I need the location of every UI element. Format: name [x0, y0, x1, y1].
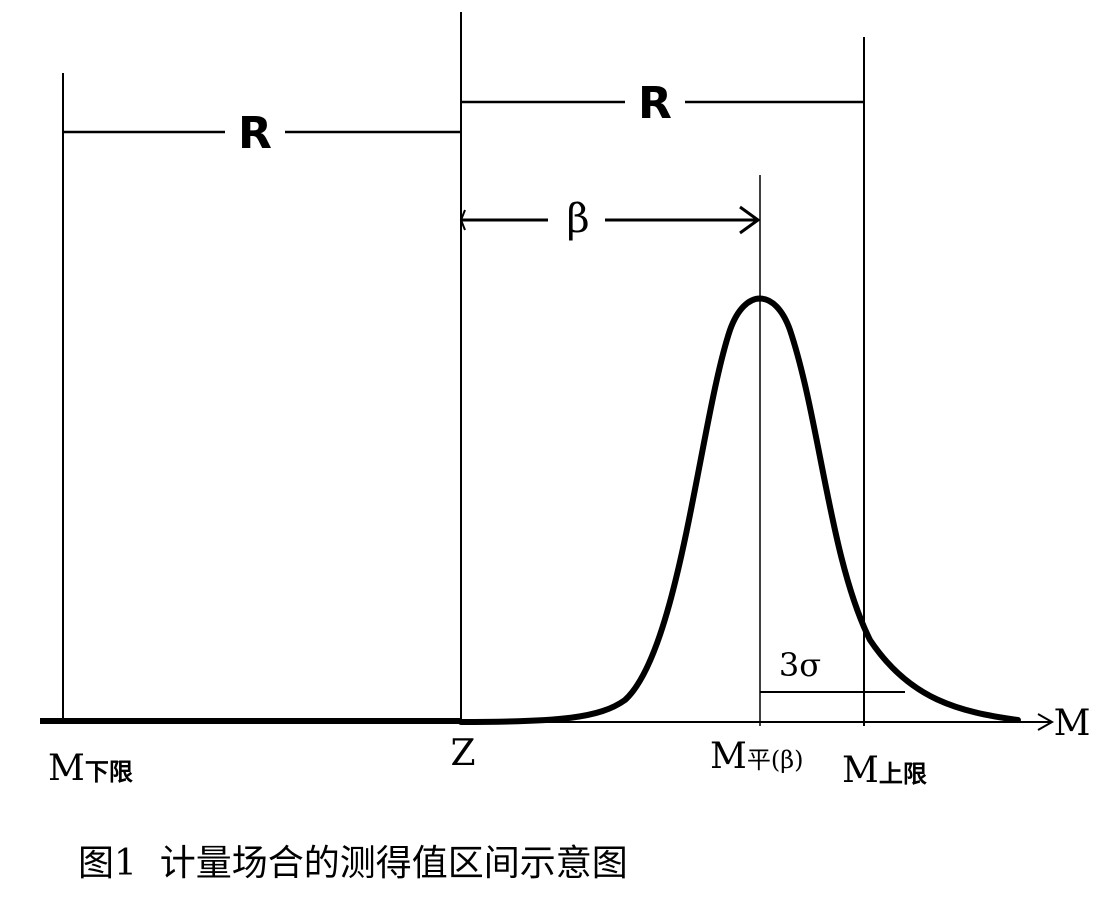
- z-label: Z: [450, 733, 475, 774]
- lines: [40, 12, 1055, 731]
- label-main: M: [48, 748, 85, 789]
- three-sigma-label: 3σ: [779, 646, 821, 684]
- lower-limit-label: M下限: [48, 748, 133, 789]
- beta-arrowhead: [739, 205, 761, 235]
- label-sub: 上限: [879, 760, 927, 788]
- axis-arrow: [1037, 713, 1055, 731]
- label-main: M: [710, 736, 747, 777]
- r-label: R: [238, 108, 272, 159]
- label-main: M: [842, 750, 879, 791]
- caption: 图1 计量场合的测得值区间示意图: [78, 843, 628, 884]
- mean-label: M平(β): [710, 736, 803, 777]
- r-label: R: [638, 78, 672, 129]
- label-sub: 下限: [85, 758, 133, 786]
- beta-label: β: [566, 196, 589, 242]
- distribution-curve: [458, 295, 1021, 725]
- axis-label: M: [1054, 703, 1091, 744]
- beta-arrow-tail: [459, 209, 466, 231]
- upper-limit-label: M上限: [842, 750, 927, 791]
- label-sub: 平(β): [747, 746, 804, 774]
